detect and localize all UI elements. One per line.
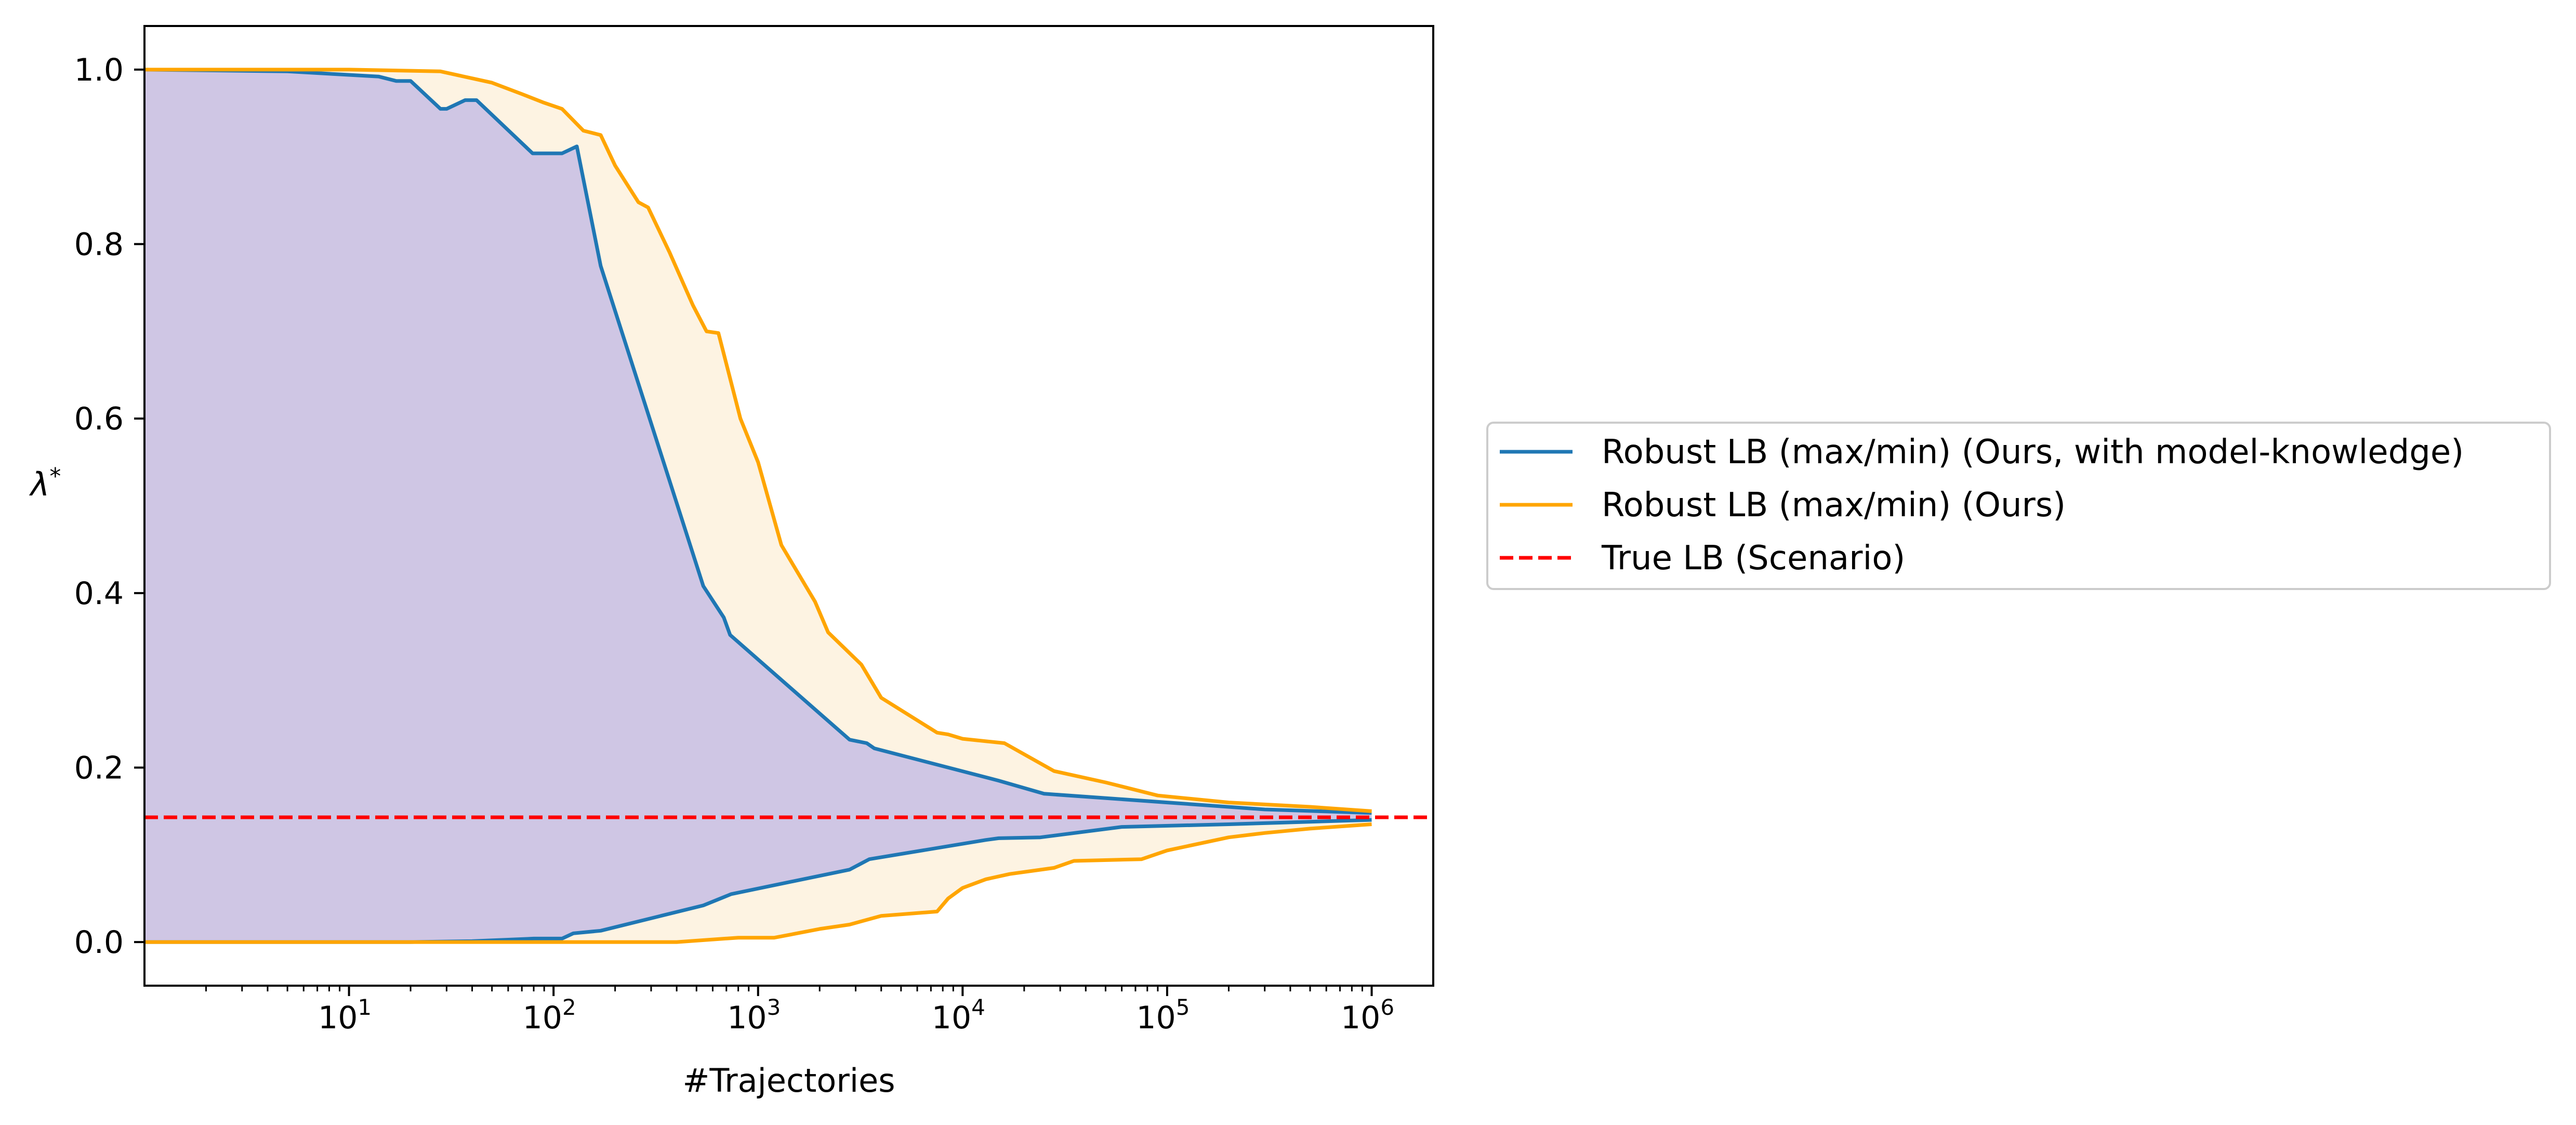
y-tick-label-2: 0.4 xyxy=(74,575,124,612)
plot-area xyxy=(144,68,1433,944)
x-tick-label-1: 102 xyxy=(523,995,576,1036)
x-tick-label-2: 103 xyxy=(727,995,781,1036)
series-1-lower-line xyxy=(144,822,1372,944)
legend-label-2: True LB (Scenario) xyxy=(1601,539,1905,578)
y-axis-label: λ* xyxy=(29,463,61,503)
y-tick-label-3: 0.6 xyxy=(74,401,124,437)
x-tick-label-3: 104 xyxy=(932,995,985,1036)
legend: Robust LB (max/min) (Ours, with model-kn… xyxy=(1486,422,2551,590)
y-tick-label-0: 0.0 xyxy=(74,924,124,961)
y-tick-label-5: 1.0 xyxy=(74,52,124,88)
legend-label-1: Robust LB (max/min) (Ours) xyxy=(1602,486,2066,525)
series-0-upper-line xyxy=(144,68,1372,815)
x-tick-label-5: 106 xyxy=(1341,995,1394,1036)
y-tick-label-1: 0.2 xyxy=(74,750,124,786)
x-axis: 101 102 103 104 105 106 xyxy=(205,986,1394,1036)
x-tick-label-0: 101 xyxy=(318,995,372,1036)
plot-frame xyxy=(143,25,1434,987)
y-tick-label-4: 0.8 xyxy=(74,227,124,263)
legend-label-0: Robust LB (max/min) (Ours, with model-kn… xyxy=(1602,433,2464,472)
series-0-lower-line xyxy=(144,818,1372,944)
x-tick-label-4: 105 xyxy=(1136,995,1190,1036)
y-axis: 0.0 0.2 0.4 0.6 0.8 1.0 xyxy=(74,52,144,961)
x-axis-label: #Trajectories xyxy=(682,1062,895,1100)
legend-box xyxy=(1486,422,2551,590)
series-1-upper-line xyxy=(144,68,1372,813)
band-fill-0 xyxy=(144,69,1372,943)
